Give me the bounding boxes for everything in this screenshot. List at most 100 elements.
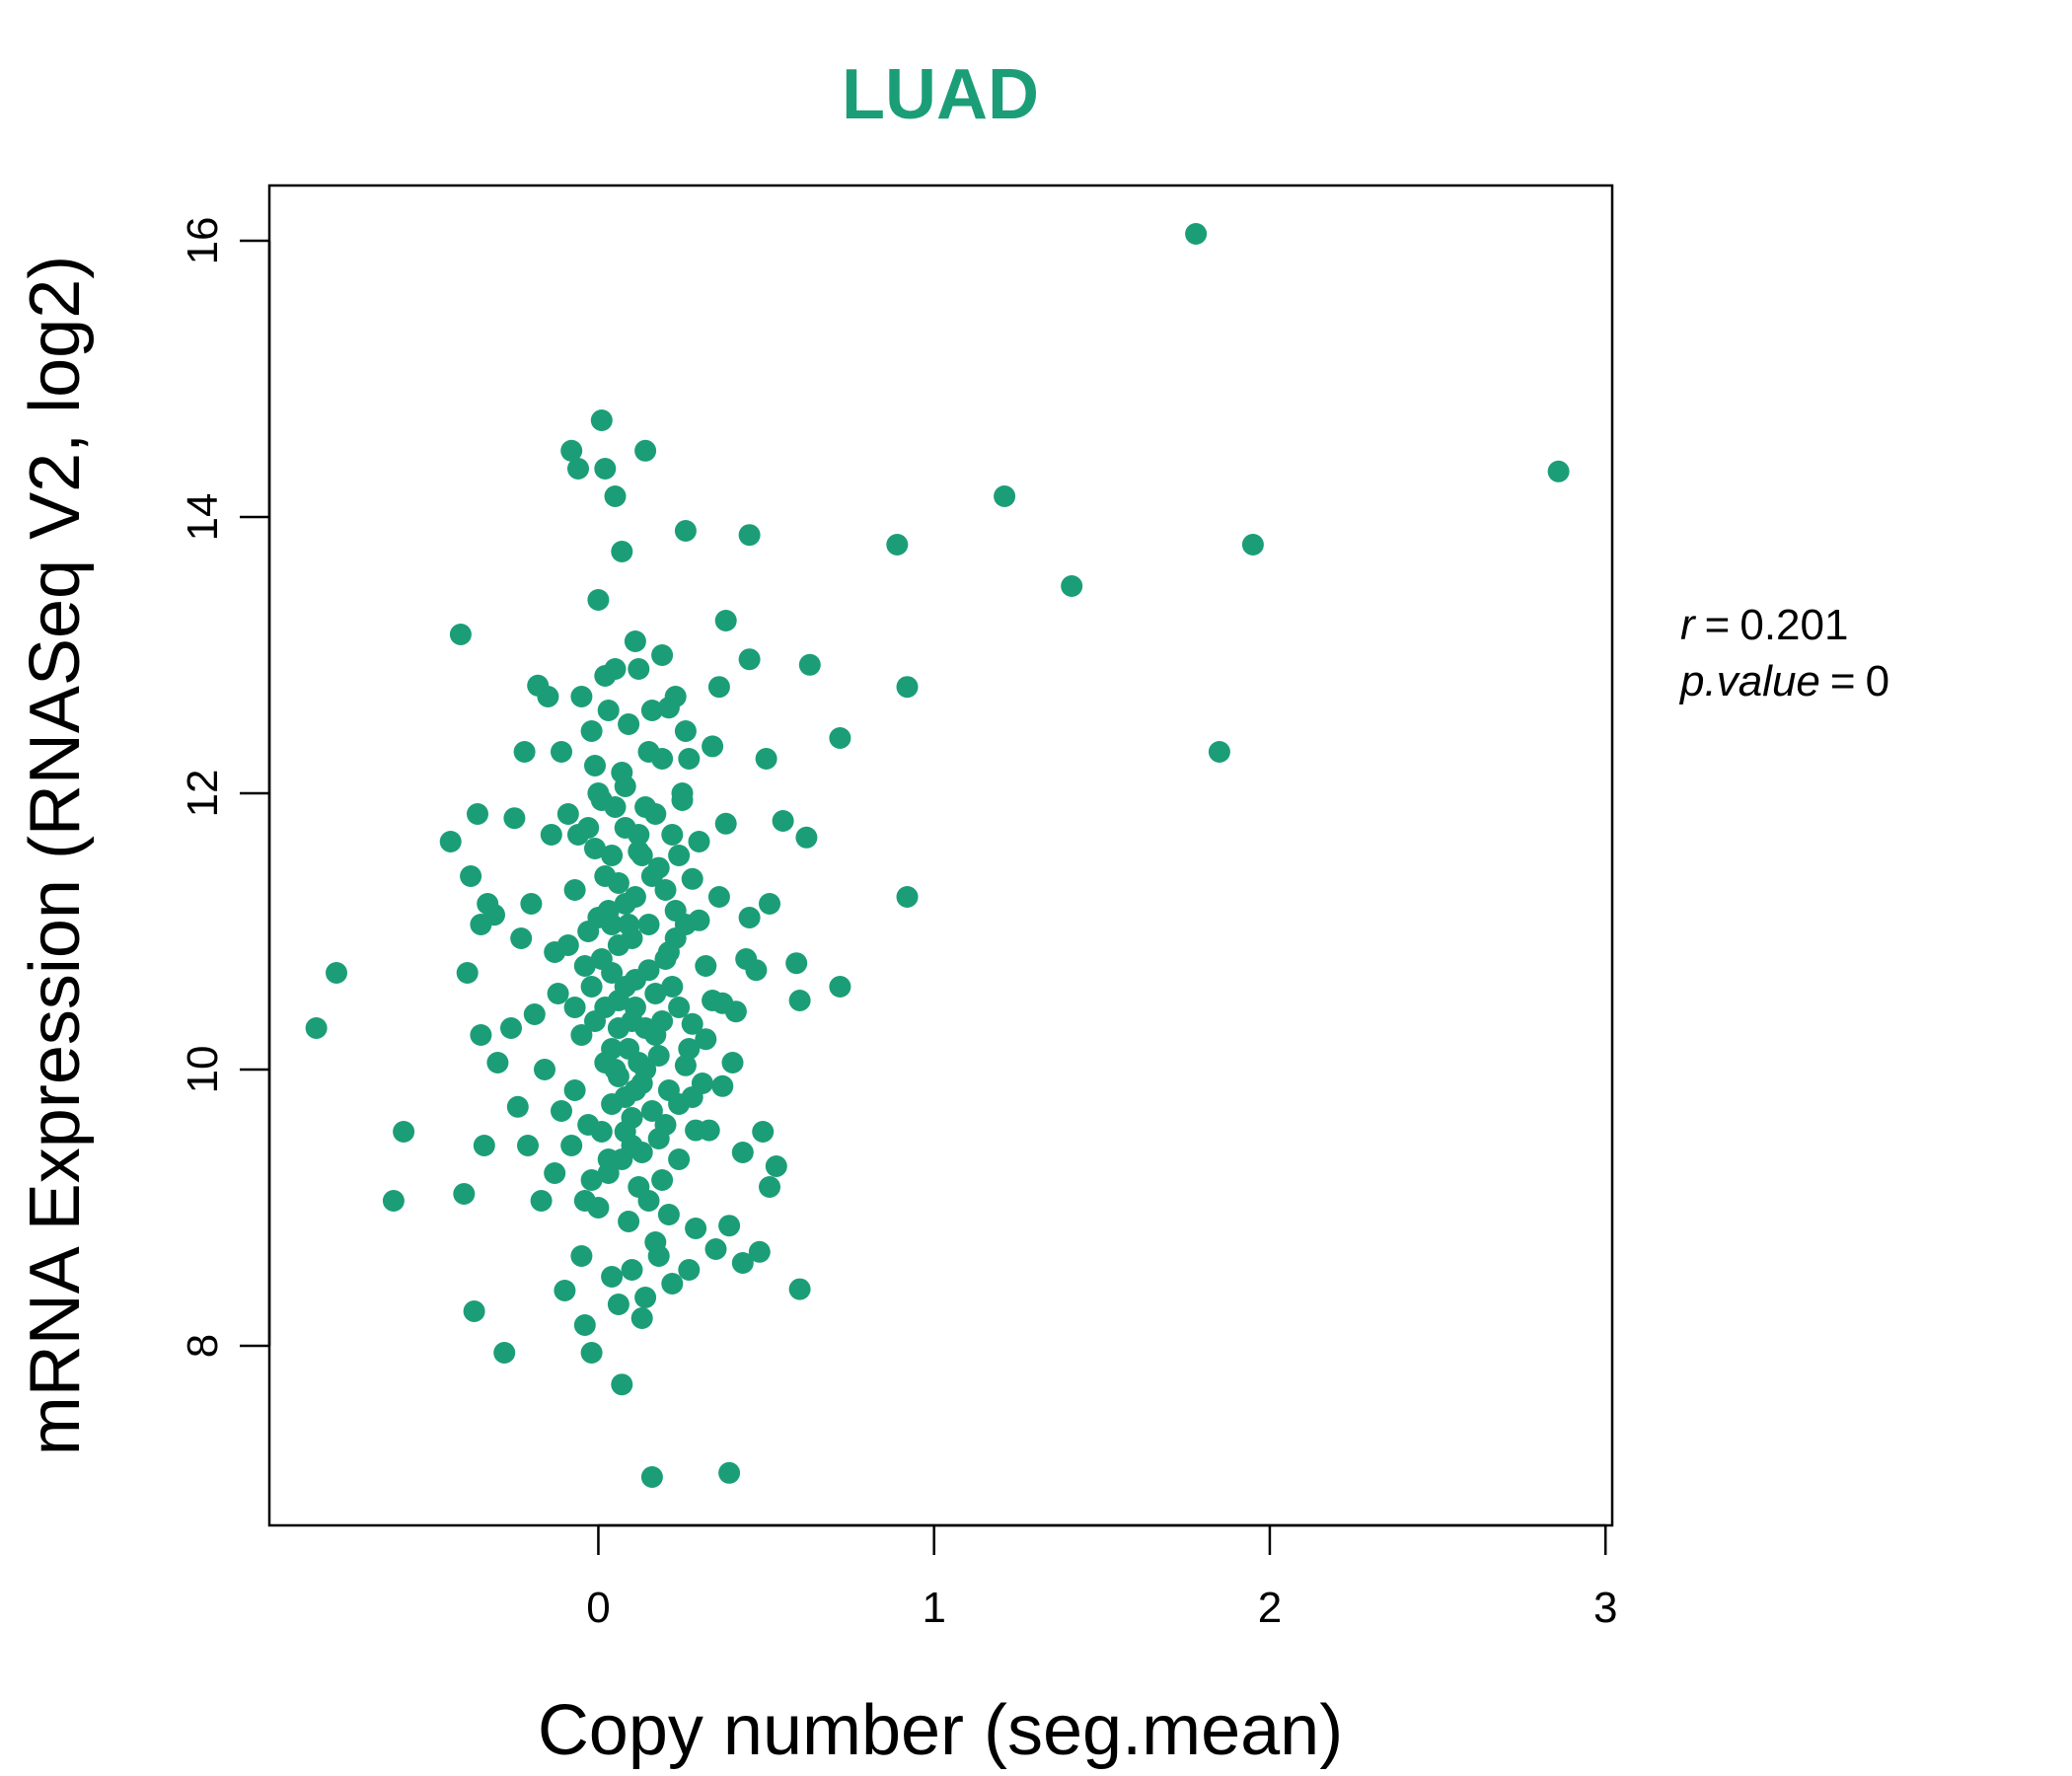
- data-point: [657, 1079, 680, 1101]
- data-point: [718, 1215, 741, 1237]
- data-point: [788, 1278, 811, 1300]
- data-point: [594, 458, 617, 480]
- data-point: [630, 1307, 653, 1329]
- data-point: [604, 485, 627, 507]
- data-point: [644, 983, 667, 1004]
- data-point: [759, 893, 780, 915]
- data-point: [580, 1342, 603, 1364]
- data-point: [738, 907, 761, 928]
- data-point: [654, 948, 677, 970]
- data-point: [657, 1204, 680, 1225]
- data-point: [601, 914, 624, 935]
- data-point: [685, 1218, 707, 1239]
- data-point: [628, 1052, 650, 1073]
- data-point: [647, 1045, 670, 1067]
- r-value: 0.201: [1739, 601, 1848, 649]
- data-point: [513, 741, 536, 763]
- data-point: [664, 900, 687, 922]
- data-point: [523, 1003, 546, 1025]
- data-point: [510, 927, 533, 949]
- data-point: [640, 700, 663, 721]
- data-point: [470, 1024, 492, 1046]
- data-point: [765, 1155, 787, 1177]
- data-point: [714, 812, 737, 835]
- data-point: [590, 1121, 613, 1143]
- data-point: [752, 1121, 775, 1143]
- data-point: [563, 879, 586, 901]
- data-point: [567, 824, 589, 846]
- data-point: [577, 921, 600, 942]
- data-point: [540, 824, 562, 846]
- data-point: [573, 1190, 596, 1212]
- data-point: [580, 1169, 603, 1191]
- data-point: [829, 727, 851, 749]
- data-point: [644, 803, 667, 825]
- data-point: [456, 962, 479, 984]
- p-equals: =: [1830, 657, 1856, 705]
- data-point: [573, 955, 596, 977]
- x-axis: 0 1 2 3: [586, 1523, 1617, 1632]
- data-point: [551, 1100, 572, 1122]
- data-point: [611, 762, 633, 783]
- data-point: [674, 520, 697, 542]
- data-point: [678, 748, 701, 770]
- data-point: [554, 1280, 576, 1301]
- data-point: [735, 948, 758, 970]
- data-point: [607, 1294, 629, 1315]
- data-point: [731, 1252, 754, 1274]
- data-point: [896, 886, 919, 908]
- data-point: [634, 439, 657, 462]
- data-point: [453, 1183, 476, 1205]
- data-point: [661, 824, 684, 846]
- y-tick-label: 16: [179, 217, 227, 265]
- data-point: [580, 976, 603, 998]
- data-point: [534, 1059, 555, 1080]
- data-point: [618, 713, 640, 735]
- data-point: [714, 610, 737, 631]
- data-point: [587, 589, 610, 611]
- data-point: [1547, 460, 1570, 482]
- data-point: [772, 810, 794, 832]
- data-point: [678, 1038, 701, 1060]
- data-point: [664, 927, 687, 949]
- data-point: [563, 997, 586, 1018]
- data-point: [637, 959, 660, 982]
- data-point: [597, 700, 620, 721]
- data-point: [668, 997, 691, 1018]
- data-point: [486, 1052, 509, 1073]
- points-layer: [305, 223, 1570, 1488]
- r-symbol: r: [1680, 601, 1697, 649]
- data-point: [637, 1190, 660, 1212]
- data-point: [621, 1259, 643, 1281]
- data-point: [527, 674, 550, 697]
- data-point: [570, 1024, 593, 1046]
- data-point: [611, 541, 633, 562]
- data-point: [651, 644, 674, 666]
- data-point: [517, 1135, 539, 1156]
- p-symbol: p.value: [1678, 657, 1820, 705]
- data-point: [640, 1466, 663, 1488]
- data-point: [634, 1287, 657, 1308]
- y-axis: 8 10 12 14 16: [179, 217, 271, 1358]
- data-point: [674, 720, 697, 742]
- data-point: [493, 1342, 516, 1364]
- data-point: [573, 1314, 596, 1336]
- data-point: [628, 824, 650, 846]
- data-point: [624, 1079, 646, 1101]
- data-point: [674, 1054, 697, 1076]
- data-point: [567, 458, 589, 480]
- data-point: [503, 807, 526, 830]
- data-point: [473, 1135, 495, 1156]
- x-tick-label: 3: [1593, 1584, 1617, 1632]
- data-point: [580, 720, 603, 742]
- data-point: [520, 893, 543, 915]
- data-point: [630, 845, 653, 866]
- data-point: [618, 914, 640, 935]
- data-point: [584, 755, 606, 777]
- y-tick-label: 8: [179, 1334, 227, 1358]
- data-point: [829, 976, 851, 998]
- data-point: [604, 658, 627, 680]
- data-point: [624, 997, 646, 1018]
- data-point: [798, 653, 821, 676]
- data-point: [607, 1017, 629, 1039]
